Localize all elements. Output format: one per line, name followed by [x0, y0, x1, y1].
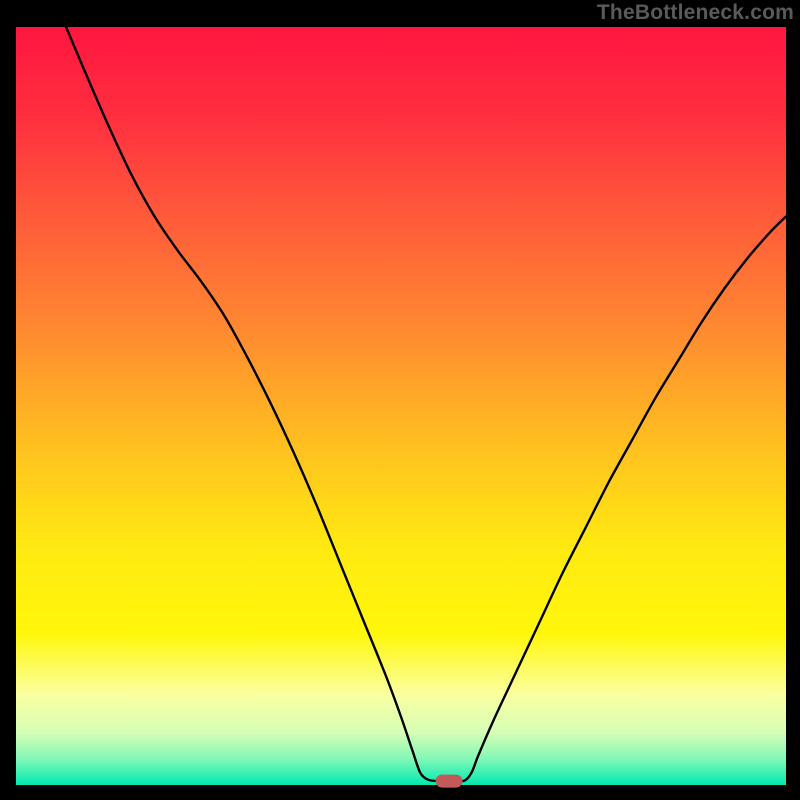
curve-layer: [16, 27, 786, 785]
minimum-marker: [435, 775, 462, 788]
watermark-text: TheBottleneck.com: [597, 1, 794, 25]
plot-area: [16, 27, 786, 785]
chart-container: TheBottleneck.com: [0, 0, 800, 800]
curve-path: [66, 27, 786, 781]
